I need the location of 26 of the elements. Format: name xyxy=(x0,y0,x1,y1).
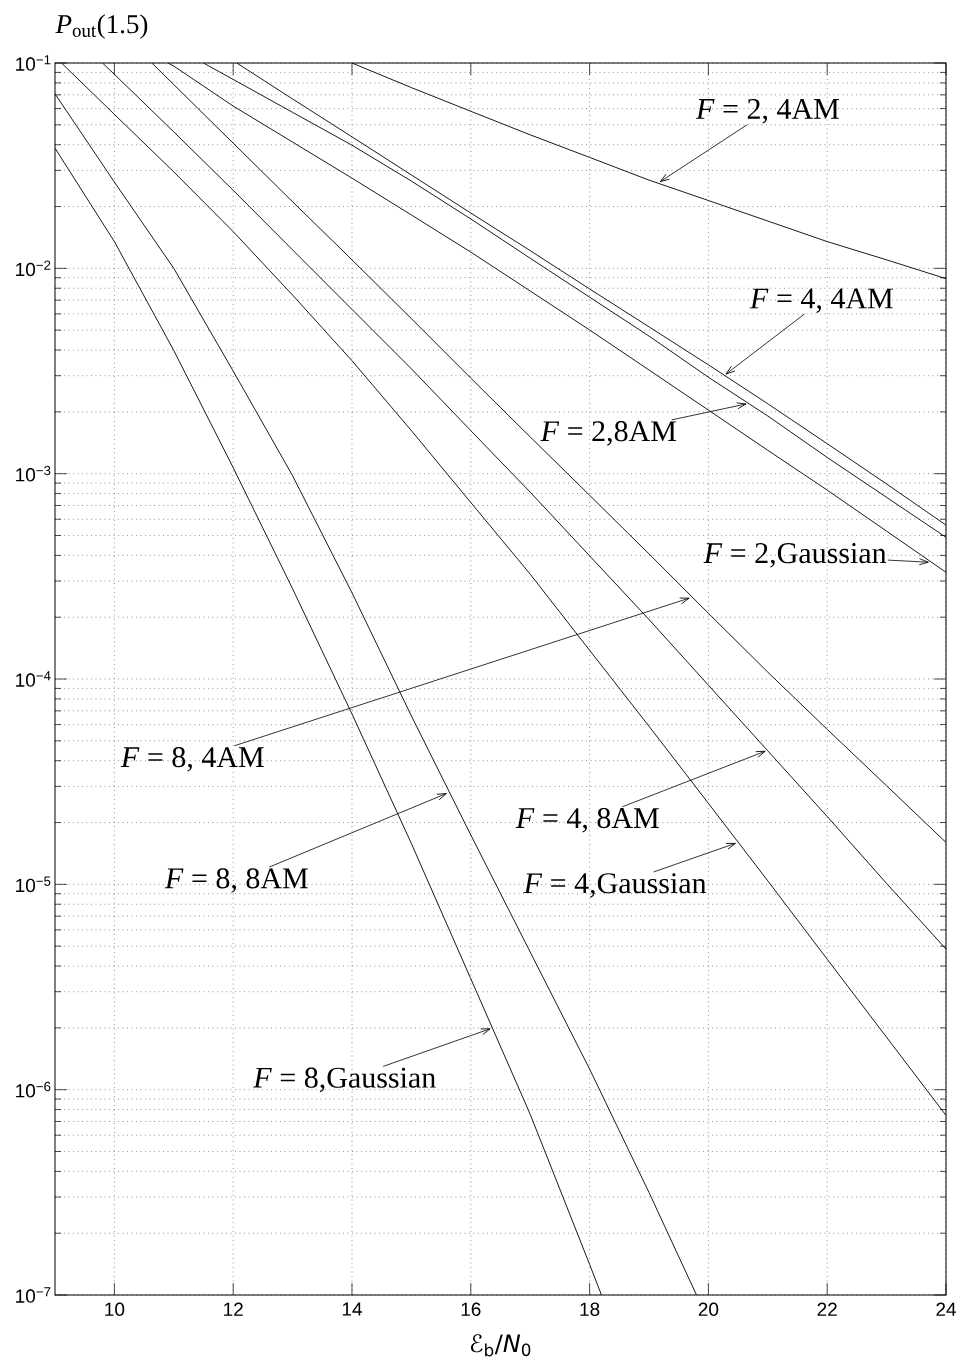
annotation: F = 2,Gaussian xyxy=(703,543,887,568)
annotation: F = 4, 4AM xyxy=(749,288,893,313)
annotation: F = 8, 4AM xyxy=(120,747,264,772)
annotation: F = 8,Gaussian xyxy=(253,1067,436,1093)
y-tick-label: 10$^{−3}$ xyxy=(16,465,51,482)
y-tick-label: 10$^{−1}$ xyxy=(16,55,51,71)
annotation: F = 2, 4AM xyxy=(695,98,839,124)
y-tick-label: 10$^{−7}$ xyxy=(16,1287,51,1303)
y-tick-label: 10$^{−6}$ xyxy=(16,1081,51,1098)
annotation: F = 4, 8AM xyxy=(515,807,659,833)
x-tick-label: 24 xyxy=(936,1302,956,1316)
y-tick-label: 10$^{−5}$ xyxy=(16,876,51,893)
annotation: F = 2,8AM xyxy=(540,421,677,446)
x-tick-label: 22 xyxy=(817,1302,837,1316)
x-axis-title: ℰ$_{b}$/N$_{0}$ xyxy=(470,1334,531,1357)
y-tick-label: 10$^{−2}$ xyxy=(16,260,51,277)
y-tick-label: 10$^{−4}$ xyxy=(16,671,51,687)
x-tick-label: 18 xyxy=(580,1302,600,1316)
annotation: F = 8, 8AM xyxy=(164,868,308,893)
x-tick-label: 12 xyxy=(224,1302,243,1316)
annotation: F = 4,Gaussian xyxy=(523,873,707,898)
x-tick-label: 16 xyxy=(461,1302,481,1316)
x-tick-label: 20 xyxy=(698,1302,719,1316)
y-axis-title: P$_{out}$(1.5) xyxy=(55,14,148,39)
x-tick-label: 10 xyxy=(105,1302,125,1316)
x-tick-label: 14 xyxy=(342,1302,362,1316)
